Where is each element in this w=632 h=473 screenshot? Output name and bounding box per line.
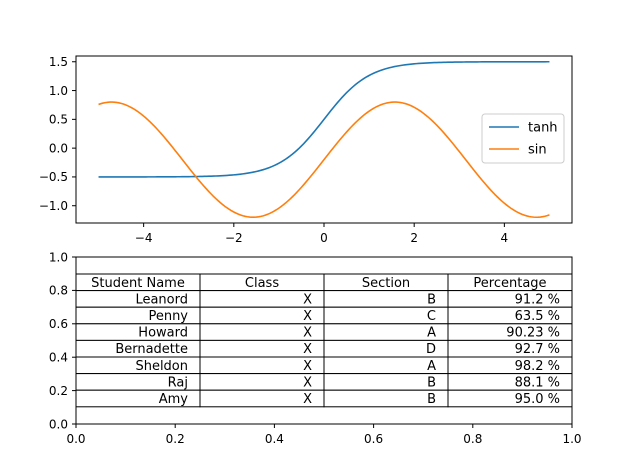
table-chart-y-ticks: 0.0 0.2 0.4 0.6 0.8 1.0 xyxy=(49,250,76,431)
legend-label-sin: sin xyxy=(528,143,547,158)
y-tick-label: −1.0 xyxy=(39,199,68,213)
table-cell-text: 88.1 % xyxy=(515,375,560,390)
x-tick-label: −4 xyxy=(135,231,153,245)
table-chart-x-ticks: 0.0 0.2 0.4 0.6 0.8 1.0 xyxy=(66,424,582,446)
table-chart: Student Name Class Section Percentage Leanor… xyxy=(49,250,582,446)
table-cell-text: Raj xyxy=(168,375,188,390)
x-tick-label: 2 xyxy=(410,231,418,245)
table-cell-text: 90.23 % xyxy=(506,326,560,341)
y-tick-label: 0.2 xyxy=(49,384,68,398)
y-tick-label: 0.6 xyxy=(49,317,68,331)
x-tick-label: −2 xyxy=(225,231,243,245)
table-cell-text: Leanord xyxy=(135,292,188,307)
table-cell-text: B xyxy=(427,375,436,390)
y-tick-label: 0.4 xyxy=(49,351,68,365)
x-tick-label: 4 xyxy=(501,231,509,245)
table-cell-text: Howard xyxy=(138,326,188,341)
table-header-label: Percentage xyxy=(473,276,546,291)
x-tick-label: 0 xyxy=(320,231,328,245)
x-tick-label: 1.0 xyxy=(562,432,581,446)
x-tick-label: 0.4 xyxy=(265,432,284,446)
x-tick-label: 0.0 xyxy=(66,432,85,446)
table-cell-text: 63.5 % xyxy=(515,309,560,324)
table-cell-text: X xyxy=(303,392,312,407)
table-cell-text: A xyxy=(427,326,436,341)
table-cell-text: Penny xyxy=(148,309,188,324)
table-cell-text: X xyxy=(303,359,312,374)
table-cell-text: X xyxy=(303,292,312,307)
y-tick-label: 0.0 xyxy=(49,141,68,155)
legend: tanh sin xyxy=(481,113,565,164)
table-cell-text: Sheldon xyxy=(135,359,188,374)
table-cell-text: Amy xyxy=(159,392,189,407)
table-cell-text: Bernadette xyxy=(115,342,188,357)
table-chart-frame xyxy=(75,256,573,425)
table-cell-text: 91.2 % xyxy=(515,292,560,307)
y-tick-label: 1.0 xyxy=(49,84,68,98)
series-line-tanh xyxy=(98,60,550,178)
table-cell-text: C xyxy=(427,309,436,324)
line-chart: −4 −2 0 2 4 1.5 1.0 0.5 0.0 −0.5 −1.0 tanh sin xyxy=(39,55,573,245)
line-series-group xyxy=(98,60,550,219)
line-chart-x-ticks: −4 −2 0 2 4 xyxy=(135,223,508,245)
y-tick-label: −0.5 xyxy=(39,170,68,184)
table-cell-text: 95.0 % xyxy=(515,392,560,407)
y-tick-label: 0.0 xyxy=(49,417,68,431)
table-cell-text: X xyxy=(303,326,312,341)
table-cell-text: 92.7 % xyxy=(515,342,560,357)
x-tick-label: 0.8 xyxy=(463,432,482,446)
table-cell-text: X xyxy=(303,309,312,324)
series-line-sin xyxy=(98,101,550,219)
table-cell-text: X xyxy=(303,342,312,357)
table-cell-text: B xyxy=(427,292,436,307)
table-header-label: Student Name xyxy=(91,276,185,291)
line-chart-y-ticks: 1.5 1.0 0.5 0.0 −0.5 −1.0 xyxy=(39,55,76,213)
y-tick-label: 0.5 xyxy=(49,113,68,127)
x-tick-label: 0.6 xyxy=(364,432,383,446)
table-header-label: Class xyxy=(245,276,279,291)
table-cell-text: D xyxy=(426,342,436,357)
y-tick-label: 1.0 xyxy=(49,250,68,264)
legend-label-tanh: tanh xyxy=(528,121,558,136)
table-cell-text: 98.2 % xyxy=(515,359,560,374)
table-header-label: Section xyxy=(362,276,410,291)
y-tick-label: 1.5 xyxy=(49,55,68,69)
table-cell-text: A xyxy=(427,359,436,374)
table-cell-text: B xyxy=(427,392,436,407)
x-tick-label: 0.2 xyxy=(166,432,185,446)
table-cell-text: X xyxy=(303,375,312,390)
data-table: Student Name Class Section Percentage Leanor… xyxy=(75,273,573,408)
y-tick-label: 0.8 xyxy=(49,284,68,298)
